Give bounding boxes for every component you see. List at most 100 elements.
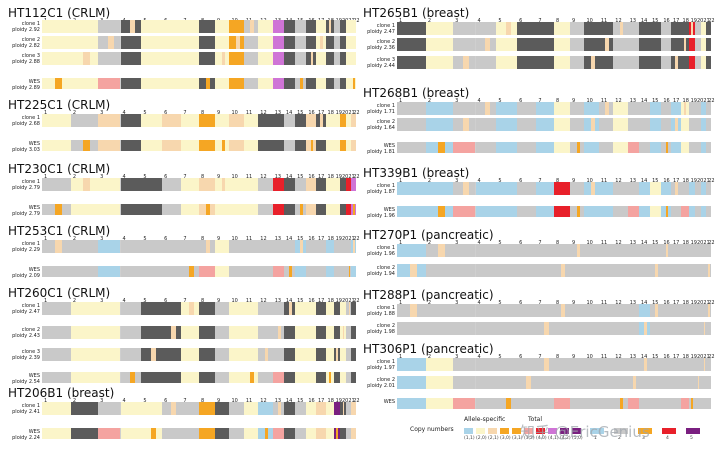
cn-segment bbox=[199, 52, 216, 65]
cn-segment bbox=[475, 182, 497, 195]
cn-segment bbox=[701, 118, 707, 131]
cn-segment bbox=[475, 398, 497, 409]
cn-segment bbox=[272, 178, 284, 191]
cn-segment bbox=[554, 38, 571, 51]
cn-segment bbox=[315, 266, 326, 277]
cn-segment bbox=[584, 376, 599, 389]
cn-subsegment bbox=[206, 240, 211, 253]
cn-segment bbox=[141, 326, 163, 339]
cn-segment bbox=[229, 178, 244, 191]
cn-segment bbox=[701, 304, 707, 317]
cn-segment bbox=[325, 348, 334, 361]
cn-segment bbox=[272, 348, 284, 361]
chromosome-label: 1 bbox=[399, 98, 403, 104]
cn-segment bbox=[598, 264, 614, 277]
cn-segment bbox=[584, 22, 599, 35]
chromosome-label: 12 bbox=[260, 174, 267, 180]
cn-segment bbox=[120, 78, 142, 89]
cn-segment bbox=[346, 428, 352, 439]
cn-segment bbox=[425, 182, 454, 195]
cn-segment bbox=[199, 402, 216, 415]
cn-segment bbox=[283, 204, 296, 215]
cn-segment bbox=[181, 204, 199, 215]
cn-segment bbox=[670, 244, 681, 257]
chromosome-label: 14 bbox=[640, 98, 648, 104]
cn-segment bbox=[339, 114, 347, 127]
chromosome-label: 2 bbox=[427, 98, 432, 104]
cn-segment bbox=[613, 304, 628, 317]
cn-subsegment bbox=[342, 326, 345, 339]
cn-segment bbox=[295, 266, 307, 277]
chromosome-label: 3 bbox=[455, 354, 459, 360]
cn-segment bbox=[70, 348, 99, 361]
cn-subsegment bbox=[170, 326, 176, 339]
cnv-track bbox=[397, 376, 711, 389]
cn-segment bbox=[306, 266, 316, 277]
cn-segment bbox=[306, 348, 316, 361]
cn-segment bbox=[315, 178, 326, 191]
chromosome-label: 12 bbox=[260, 298, 267, 304]
cn-segment bbox=[397, 322, 426, 335]
chromosome-label: 19 bbox=[690, 300, 697, 306]
chromosome-label: 6 bbox=[164, 236, 168, 242]
chromosome-label: 7 bbox=[183, 174, 187, 180]
cn-subsegment bbox=[54, 240, 63, 253]
cn-segment bbox=[613, 358, 628, 371]
chromosome-label: 14 bbox=[640, 240, 648, 246]
cn-subsegment bbox=[320, 36, 323, 49]
row-name: clone 1 bbox=[21, 21, 40, 27]
cn-segment bbox=[397, 398, 426, 409]
cn-segment bbox=[351, 140, 356, 151]
cn-segment bbox=[425, 398, 454, 409]
cn-segment bbox=[199, 20, 216, 33]
chromosome-label: 2 bbox=[427, 240, 432, 246]
chromosome-label: 14 bbox=[285, 174, 293, 180]
cn-segment bbox=[706, 358, 711, 371]
row-ploidy: ploidy 1.96 bbox=[367, 251, 395, 257]
chromosome-label: 20 bbox=[341, 236, 349, 242]
cn-segment bbox=[627, 304, 639, 317]
cn-subsegment bbox=[438, 142, 445, 153]
cn-segment bbox=[295, 302, 307, 315]
cnv-track bbox=[397, 244, 711, 257]
legend-total-caption: 2 bbox=[618, 436, 621, 441]
cn-segment bbox=[70, 20, 99, 33]
cn-subsegment bbox=[320, 114, 323, 127]
row-name: clone 3 bbox=[21, 53, 40, 59]
cn-segment bbox=[181, 178, 199, 191]
cn-subsegment bbox=[170, 402, 176, 415]
cn-segment bbox=[339, 20, 347, 33]
cn-segment bbox=[627, 38, 639, 51]
chromosome-label: 1 bbox=[44, 110, 48, 116]
cn-segment bbox=[243, 240, 259, 253]
cn-segment bbox=[339, 372, 347, 383]
row-name: WES bbox=[28, 373, 40, 379]
cn-segment bbox=[670, 102, 681, 115]
chromosome-label: 15 bbox=[297, 398, 304, 404]
cn-segment bbox=[425, 358, 454, 371]
chromosome-label: 20 bbox=[696, 98, 704, 104]
cn-segment bbox=[694, 322, 702, 335]
cn-segment bbox=[162, 36, 182, 49]
chromosome-label: 22 bbox=[353, 298, 360, 304]
cn-segment bbox=[706, 182, 711, 195]
chromosome-label: 12 bbox=[615, 300, 622, 306]
cn-segment bbox=[162, 140, 182, 151]
cn-segment bbox=[351, 372, 356, 383]
cnv-track bbox=[42, 372, 356, 383]
chromosome-label: 22 bbox=[708, 240, 715, 246]
chromosome-label: 12 bbox=[615, 18, 622, 24]
cn-segment bbox=[536, 38, 554, 51]
cn-segment bbox=[554, 206, 571, 217]
cn-segment bbox=[339, 266, 347, 277]
cn-segment bbox=[670, 398, 681, 409]
cn-segment bbox=[333, 302, 340, 315]
cn-segment bbox=[554, 398, 571, 409]
chromosome-label: 17 bbox=[317, 174, 325, 180]
chromosome-label: 4 bbox=[122, 110, 126, 116]
legend-swatch bbox=[464, 428, 473, 434]
cn-segment bbox=[638, 376, 651, 389]
cn-segment bbox=[229, 140, 244, 151]
chromosome-label: 20 bbox=[341, 110, 349, 116]
